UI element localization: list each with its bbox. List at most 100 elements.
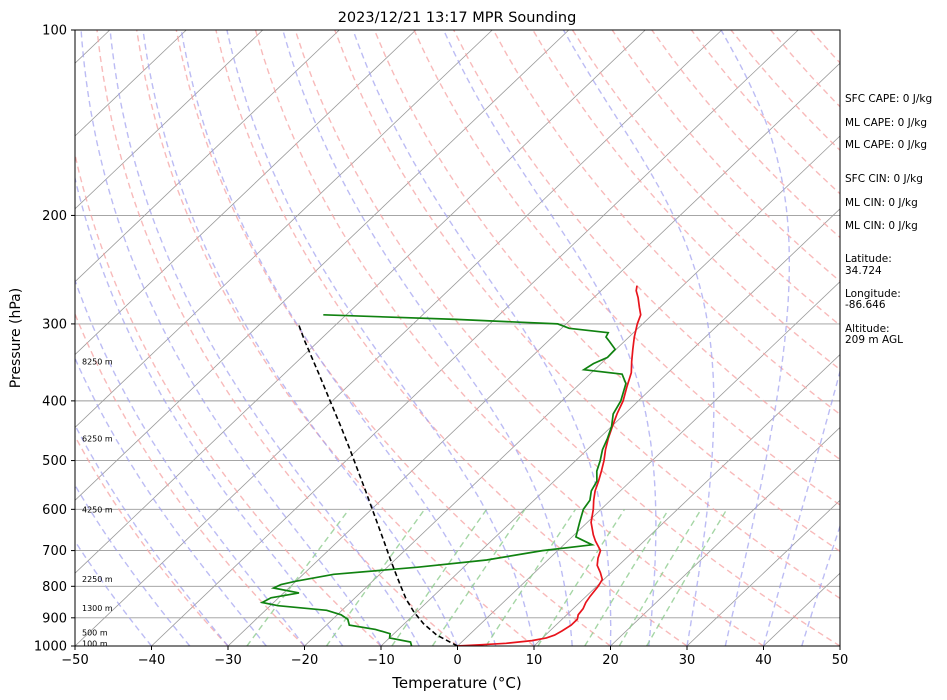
moist-adiabat-line bbox=[75, 483, 191, 646]
height-label: 500 m bbox=[82, 628, 108, 637]
dry-adiabat-line bbox=[611, 30, 840, 283]
dry-adiabat-line bbox=[175, 30, 611, 646]
annotation-text: 209 m AGL bbox=[845, 334, 903, 346]
moist-adiabat-line bbox=[282, 30, 573, 646]
y-tick-label: 100 bbox=[42, 24, 67, 39]
isotherm-line bbox=[75, 30, 570, 501]
isotherm-line bbox=[75, 30, 417, 356]
moist-adiabat-line bbox=[720, 30, 790, 646]
x-tick-label: −50 bbox=[61, 653, 88, 668]
y-tick-label: 200 bbox=[42, 209, 67, 224]
annotation-text: Longitude: bbox=[845, 288, 901, 300]
x-tick-label: −40 bbox=[138, 653, 165, 668]
moist-adiabat-line bbox=[109, 30, 420, 646]
x-tick-label: 10 bbox=[526, 653, 543, 668]
moist-adiabat-line bbox=[801, 524, 840, 646]
height-labels: 100 m 500 m 1300 m 2250 m 4250 m 6250 m 8250 m bbox=[82, 357, 113, 648]
mixing-ratio-line bbox=[485, 508, 577, 646]
mixing-ratio-line bbox=[325, 508, 426, 646]
annotation-text: ML CAPE: 0 J/kg bbox=[845, 139, 927, 151]
y-tick-label: 800 bbox=[42, 580, 67, 595]
annotation-text: -86.646 bbox=[845, 299, 886, 311]
height-label: 8250 m bbox=[82, 357, 113, 366]
mixing-ratio-line bbox=[618, 508, 702, 646]
plot-traces bbox=[259, 285, 642, 646]
y-tick-label: 700 bbox=[42, 544, 67, 559]
dry-adiabat-line bbox=[294, 30, 840, 646]
dry-adiabat-line bbox=[136, 30, 535, 646]
dewpoint-profile bbox=[259, 313, 627, 646]
isotherm-line bbox=[75, 30, 493, 428]
annotation-text: Altitude: bbox=[845, 323, 890, 335]
isotherm-line bbox=[75, 30, 187, 137]
isotherm-line bbox=[610, 426, 840, 646]
isotherm-line bbox=[380, 208, 840, 646]
annotation-text: Latitude: bbox=[845, 253, 892, 265]
y-tick-label: 500 bbox=[42, 454, 67, 469]
isotherm-line bbox=[457, 281, 840, 646]
sounding-annotations: SFC CAPE: 0 J/kg ML CAPE: 0 J/kg ML CAPE: … bbox=[845, 93, 932, 346]
moist-adiabat-line bbox=[75, 278, 306, 646]
annotation-text: SFC CAPE: 0 J/kg bbox=[845, 93, 932, 105]
annotation-text: SFC CIN: 0 J/kg bbox=[845, 173, 923, 185]
y-axis-ticks: 100 200 300 400 500 600 700 800 900 1000 bbox=[34, 24, 75, 655]
moist-adiabat-line bbox=[352, 30, 612, 646]
dry-adiabat-line bbox=[75, 151, 382, 646]
moist-adiabat-line bbox=[180, 30, 497, 646]
plot-frame bbox=[74, 29, 841, 647]
annotation-text: 34.724 bbox=[845, 265, 882, 277]
dry-adiabat-line bbox=[571, 30, 840, 327]
x-tick-label: −10 bbox=[367, 653, 394, 668]
isotherm-line bbox=[75, 30, 723, 646]
x-tick-label: 20 bbox=[602, 653, 619, 668]
parcel-profile bbox=[297, 323, 458, 646]
mixing-ratio-line bbox=[645, 508, 728, 646]
x-axis-ticks: −50 −40 −30 −20 −10 0 10 20 30 40 50 bbox=[61, 646, 848, 668]
isotherm-line bbox=[151, 30, 799, 646]
annotation-text: ML CIN: 0 J/kg bbox=[845, 220, 918, 232]
chart-title: 2023/12/21 13:17 MPR Sounding bbox=[338, 10, 577, 26]
mixing-ratio-line bbox=[584, 508, 670, 646]
plot-grid bbox=[75, 30, 840, 646]
moist-adiabat-line bbox=[562, 30, 715, 646]
isotherm-line bbox=[75, 30, 340, 283]
y-tick-label: 400 bbox=[42, 394, 67, 409]
y-tick-label: 900 bbox=[42, 611, 67, 626]
isotherm-line bbox=[304, 135, 840, 646]
moist-adiabat-line bbox=[75, 175, 344, 646]
dry-adiabat-line bbox=[373, 30, 840, 553]
temperature-profile bbox=[457, 285, 642, 646]
dry-adiabat-line bbox=[215, 30, 688, 646]
y-tick-label: 1000 bbox=[34, 640, 67, 655]
moist-adiabat-line bbox=[762, 368, 840, 646]
x-tick-label: 30 bbox=[679, 653, 696, 668]
dry-adiabat-line bbox=[492, 30, 840, 416]
height-label: 4250 m bbox=[82, 505, 113, 514]
mixing-ratio-line bbox=[246, 508, 350, 646]
annotation-text: ML CAPE: 0 J/kg bbox=[845, 117, 927, 129]
y-axis-label: Pressure (hPa) bbox=[8, 288, 24, 388]
moist-adiabat-line bbox=[80, 30, 382, 646]
x-tick-label: −20 bbox=[291, 653, 318, 668]
y-tick-label: 600 bbox=[42, 503, 67, 518]
moist-adiabat-line bbox=[75, 539, 153, 646]
height-label: 1300 m bbox=[82, 604, 113, 613]
dry-adiabat-line bbox=[532, 30, 840, 371]
x-tick-label: 40 bbox=[755, 653, 772, 668]
x-tick-label: 0 bbox=[453, 653, 461, 668]
annotation-text: ML CIN: 0 J/kg bbox=[845, 197, 918, 209]
moist-adiabat-line bbox=[226, 30, 535, 646]
dry-adiabat-line bbox=[75, 434, 229, 646]
isotherm-line bbox=[686, 499, 840, 646]
height-label: 2250 m bbox=[82, 575, 113, 584]
mixing-ratio-line bbox=[537, 508, 626, 646]
moist-adiabat-line bbox=[75, 356, 267, 646]
x-axis-label: Temperature (°C) bbox=[391, 674, 521, 692]
isotherm-line bbox=[75, 30, 264, 210]
moist-adiabat-line bbox=[442, 30, 657, 646]
dry-adiabat-line bbox=[453, 30, 840, 461]
isotherm-line bbox=[227, 62, 840, 646]
height-label: 6250 m bbox=[82, 434, 113, 443]
dry-adiabat-line bbox=[334, 30, 840, 600]
